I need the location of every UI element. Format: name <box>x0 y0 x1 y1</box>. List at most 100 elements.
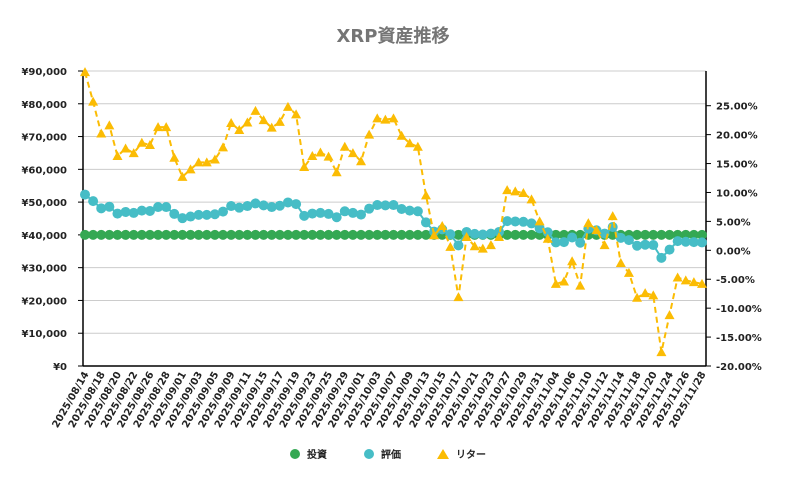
data-point <box>518 216 529 227</box>
right-tick-label: 10.00% <box>716 188 758 199</box>
data-point <box>680 275 691 285</box>
data-point <box>510 216 521 227</box>
data-point <box>218 142 229 152</box>
data-point <box>291 199 302 210</box>
data-point <box>258 200 269 211</box>
series-valuation <box>80 189 707 263</box>
data-point <box>169 152 180 162</box>
data-point <box>632 240 643 251</box>
data-point <box>396 203 407 214</box>
data-point <box>534 223 545 234</box>
data-point <box>567 256 578 266</box>
data-point <box>104 229 115 240</box>
left-tick-label: ¥10,000 <box>21 329 67 340</box>
data-point <box>112 229 123 240</box>
data-point <box>623 235 634 246</box>
data-point <box>315 229 326 240</box>
data-point <box>209 209 220 220</box>
data-point <box>664 310 675 320</box>
data-point <box>291 109 302 119</box>
data-point <box>632 229 643 240</box>
data-point <box>599 240 610 250</box>
data-point <box>266 122 277 132</box>
data-point <box>226 201 237 212</box>
data-point <box>177 171 188 181</box>
data-point <box>88 96 99 106</box>
data-point <box>640 229 651 240</box>
right-tick-label: -5.00% <box>716 275 755 286</box>
data-point <box>445 241 456 251</box>
data-point <box>242 201 253 212</box>
data-point <box>347 207 358 218</box>
data-point <box>242 229 253 240</box>
data-point <box>161 229 172 240</box>
data-point <box>282 229 293 240</box>
data-point <box>185 164 196 174</box>
data-point <box>128 229 139 240</box>
data-point <box>274 200 285 211</box>
data-point <box>250 198 261 209</box>
data-point <box>193 157 204 167</box>
data-point <box>258 229 269 240</box>
data-point <box>688 277 699 287</box>
data-point <box>96 128 107 138</box>
data-point <box>169 208 180 219</box>
data-point <box>412 229 423 240</box>
data-point <box>120 229 131 240</box>
data-point <box>485 240 496 250</box>
data-point <box>80 229 90 240</box>
data-point <box>640 288 651 298</box>
data-point <box>477 243 488 253</box>
legend-marker-return <box>437 449 449 459</box>
data-point <box>697 229 707 240</box>
right-tick-label: 5.00% <box>716 217 751 228</box>
data-point <box>656 229 667 240</box>
data-point <box>429 230 440 240</box>
data-point <box>404 205 415 216</box>
left-tick-label: ¥0 <box>53 362 67 373</box>
data-point <box>128 207 139 218</box>
data-point <box>104 120 115 130</box>
data-point <box>266 202 277 213</box>
right-tick-label: -20.00% <box>716 362 762 373</box>
data-point <box>234 229 245 240</box>
data-point <box>550 229 561 240</box>
data-point <box>266 229 277 240</box>
data-point <box>502 229 513 240</box>
data-point <box>591 225 602 235</box>
data-point <box>372 113 383 123</box>
data-point <box>526 194 537 204</box>
series-line <box>84 71 703 353</box>
data-point <box>461 232 472 242</box>
legend-marker-valuation <box>364 449 374 459</box>
left-tick-label: ¥70,000 <box>21 133 67 144</box>
data-point <box>453 292 464 302</box>
data-point <box>315 147 326 157</box>
data-point <box>697 237 707 248</box>
left-tick-label: ¥50,000 <box>21 198 67 209</box>
data-point <box>201 209 212 220</box>
data-point <box>518 188 529 198</box>
data-point <box>258 115 269 125</box>
data-point <box>347 148 358 158</box>
data-point <box>274 116 285 126</box>
data-point <box>331 167 342 177</box>
data-point <box>299 210 310 221</box>
data-point <box>640 239 651 250</box>
data-point <box>396 229 407 240</box>
data-point <box>420 190 431 200</box>
data-point <box>339 229 350 240</box>
data-point <box>364 129 375 139</box>
data-point <box>112 208 123 219</box>
data-point <box>550 237 561 248</box>
data-point <box>96 203 107 214</box>
data-point <box>656 252 667 263</box>
data-point <box>648 290 659 300</box>
data-point <box>274 229 285 240</box>
data-point <box>218 206 229 217</box>
data-point <box>380 229 391 240</box>
right-tick-label: 25.00% <box>716 102 758 113</box>
data-point <box>282 197 293 208</box>
data-point <box>80 189 90 200</box>
